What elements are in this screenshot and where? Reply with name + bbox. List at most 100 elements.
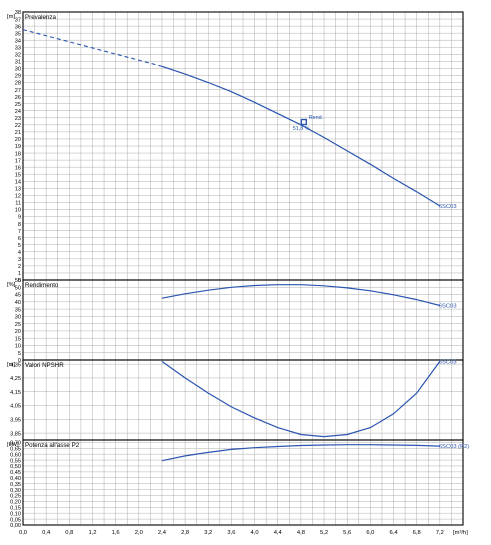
y-tick-label: 20: [15, 329, 21, 335]
y-tick-label: 4,25: [10, 376, 21, 382]
x-tick-label: 6,4: [389, 530, 398, 536]
y-tick-label: 14: [15, 179, 21, 185]
x-tick-label: 6,8: [413, 530, 421, 536]
x-tick-label: 2,8: [181, 530, 189, 536]
x-tick-label: 1,6: [112, 530, 120, 536]
panel-frame: [22, 439, 464, 526]
operating-point-marker: [300, 118, 307, 126]
y-tick-label: 30: [15, 67, 21, 73]
y-tick-label: 10: [15, 344, 21, 350]
y-tick-label: 32: [15, 53, 21, 59]
y-tick-label: 15: [15, 172, 21, 178]
y-tick-label: 40: [15, 300, 21, 306]
x-axis-unit: [m³/h]: [453, 530, 468, 536]
y-tick-label: 5: [18, 351, 21, 357]
y-tick-label: 24: [15, 109, 21, 115]
panel-unit-label: [m]: [7, 14, 15, 20]
y-tick-label: 0,50: [10, 464, 21, 470]
y-tick-label: 2: [18, 264, 21, 270]
y-tick-label: 1: [18, 271, 21, 277]
y-tick-label: 20: [15, 137, 21, 143]
panel-title: Prevalenza: [25, 14, 57, 21]
y-tick-label: 22: [15, 123, 21, 129]
y-tick-label: 0,30: [10, 488, 21, 494]
panel-title: Valori NPSHR: [25, 362, 64, 369]
operating-point-label: Rend.: [309, 115, 323, 121]
y-tick-label: 5: [18, 243, 21, 249]
y-tick-label: 50: [15, 285, 21, 291]
y-tick-label: 9: [18, 215, 21, 221]
y-tick-label: 0,35: [10, 482, 21, 488]
y-tick-label: 4,05: [10, 404, 21, 410]
y-tick-label: 28: [15, 81, 21, 87]
performance-curve: [161, 284, 440, 307]
y-tick-label: 3,85: [10, 431, 21, 437]
y-tick-label: 13: [15, 187, 21, 193]
y-tick-label: 4,15: [10, 390, 21, 396]
y-tick-label: 0,55: [10, 458, 21, 464]
y-tick-label: 26: [15, 95, 21, 101]
y-tick-label: 23: [15, 116, 21, 122]
x-tick-label: 0,0: [19, 530, 27, 536]
y-tick-label: 34: [15, 38, 21, 44]
x-tick-label: 2,0: [135, 530, 143, 536]
y-tick-label: 0,20: [10, 500, 21, 506]
y-tick-label: 0,05: [10, 517, 21, 523]
performance-curve: [161, 360, 441, 438]
y-tick-label: 11: [15, 201, 21, 207]
y-tick-label: 6: [18, 236, 21, 242]
y-tick-label: 0,15: [10, 505, 21, 511]
x-tick-label: 5,6: [343, 530, 351, 536]
y-tick-label: 35: [15, 31, 21, 37]
x-tick-label: 3,6: [227, 530, 235, 536]
series-label: 6SC03: [439, 204, 457, 210]
y-tick-label: 45: [15, 293, 21, 299]
performance-curve: [161, 444, 440, 462]
operating-point-efficiency: 51,8 %: [293, 126, 310, 132]
x-tick-label: 1,2: [88, 530, 96, 536]
x-tick-label: 3,2: [204, 530, 212, 536]
y-tick-label: 10: [15, 208, 21, 214]
y-tick-label: 37: [15, 17, 21, 23]
y-tick-label: 36: [15, 24, 21, 30]
y-tick-label: 29: [15, 74, 21, 80]
panel-title: Potenza all'asse P2: [25, 442, 80, 449]
x-tick-label: 7,2: [436, 530, 444, 536]
panel-unit-label: [kW]: [7, 442, 19, 448]
y-tick-label: 0,00: [10, 523, 21, 529]
y-tick-label: 4: [18, 250, 21, 256]
panel-unit-label: [m]: [7, 362, 15, 368]
y-tick-label: 0: [18, 278, 21, 284]
y-tick-label: 15: [15, 336, 21, 342]
y-tick-label: 19: [15, 144, 21, 150]
y-tick-label: 55: [15, 278, 21, 284]
y-tick-label: 31: [15, 60, 21, 66]
y-tick-label: 3: [18, 257, 21, 263]
y-tick-label: 0,25: [10, 494, 21, 500]
y-tick-label: 8: [18, 222, 21, 228]
curve-extrapolated: [22, 29, 163, 67]
y-tick-label: 7: [18, 229, 21, 235]
y-tick-label: 0,60: [10, 452, 21, 458]
y-tick-label: 0,45: [10, 470, 21, 476]
x-tick-label: 0,4: [42, 530, 51, 536]
y-tick-label: 27: [15, 88, 21, 94]
y-tick-label: 12: [15, 194, 21, 200]
y-tick-label: 0: [18, 358, 21, 364]
x-tick-label: 0,8: [65, 530, 73, 536]
x-tick-label: 6,0: [366, 530, 374, 536]
y-tick-label: 38: [15, 10, 21, 16]
series-label: 6SC03: [439, 303, 457, 309]
x-tick-label: 4,0: [251, 530, 259, 536]
y-tick-label: 35: [15, 307, 21, 313]
y-tick-label: 0,10: [10, 511, 21, 517]
y-tick-label: 3,95: [10, 418, 21, 424]
x-tick-label: 5,2: [320, 530, 328, 536]
y-tick-label: 18: [15, 151, 21, 157]
x-tick-label: 4,8: [297, 530, 305, 536]
y-tick-label: 0,65: [10, 446, 21, 452]
series-label: 6SC03 (P2): [439, 444, 469, 450]
y-tick-label: 25: [15, 322, 21, 328]
y-tick-label: 17: [15, 158, 21, 164]
